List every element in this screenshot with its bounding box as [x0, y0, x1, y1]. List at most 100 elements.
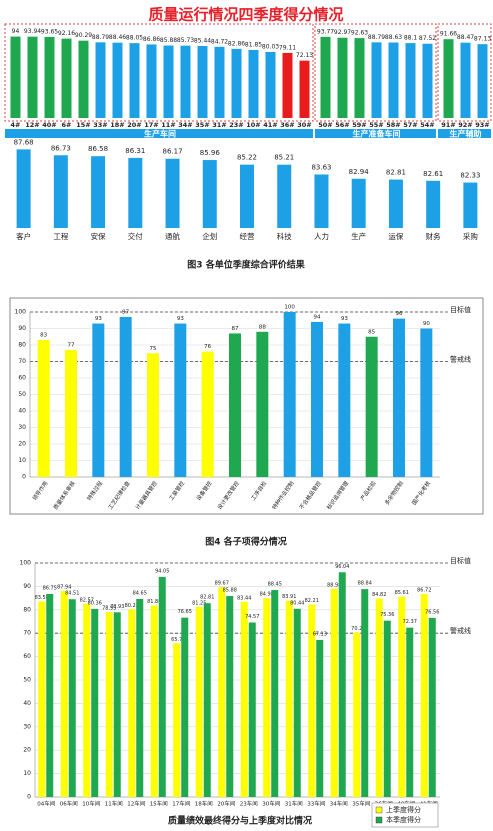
value-label: 70.2	[351, 626, 362, 632]
value-label: 79.11	[279, 44, 296, 51]
bar	[426, 180, 441, 228]
bar	[112, 42, 123, 118]
caption: 图4 各子项得分情况	[205, 536, 286, 548]
y-tick-label: 0	[27, 794, 31, 801]
bar	[463, 182, 478, 228]
x-tick-label: 产品检验	[358, 479, 377, 502]
bar	[371, 42, 382, 118]
bar	[158, 576, 166, 797]
value-label: 85.44	[194, 38, 211, 45]
value-label: 85	[368, 329, 375, 335]
x-tick-label: 不合格品管控	[297, 479, 323, 511]
y-tick-label: 100	[20, 560, 32, 567]
x-tick-label: 交付	[128, 231, 143, 241]
x-tick-label: 18#	[110, 121, 125, 129]
value-label: 81.85	[245, 41, 262, 48]
bar	[27, 36, 38, 118]
y-tick-label: 80	[18, 342, 26, 349]
bar	[308, 604, 316, 797]
group-box	[314, 23, 437, 122]
bar	[337, 37, 348, 118]
value-label: 88.63	[385, 34, 402, 41]
value-label: 72.13	[296, 52, 313, 59]
x-tick-label: 11#	[161, 121, 176, 129]
y-tick-label: 40	[18, 408, 26, 415]
value-label: 93.77	[317, 28, 334, 35]
value-label: 85.88	[223, 588, 237, 594]
value-label: 83.91	[282, 594, 296, 600]
value-label: 92.97	[334, 29, 351, 36]
bar	[265, 51, 276, 119]
bar	[60, 591, 68, 797]
value-label: 82.94	[349, 168, 370, 176]
x-tick-label: 12#	[25, 121, 40, 129]
x-tick-label: 质量体系审核	[51, 479, 77, 511]
x-tick-label: 客户	[16, 231, 31, 241]
bar	[128, 157, 143, 228]
x-tick-label: 11车间	[105, 800, 123, 808]
value-label: 72.37	[403, 619, 417, 625]
value-label: 88.79	[368, 34, 385, 41]
bar	[181, 617, 189, 797]
bar	[129, 43, 140, 118]
x-tick-label: 06车间	[60, 800, 78, 808]
value-label: 76.56	[425, 609, 439, 615]
bar	[240, 601, 248, 797]
bar	[195, 606, 203, 797]
x-tick-label: 计量器具管控	[133, 479, 159, 511]
bar	[231, 48, 242, 118]
value-label: 92.63	[351, 30, 368, 37]
bar	[316, 639, 324, 797]
value-label: 93	[95, 316, 102, 322]
x-tick-label: 15车间	[150, 800, 168, 808]
value-label: 88.98	[327, 582, 341, 588]
value-label: 74.57	[245, 614, 259, 620]
value-label: 87.68	[14, 138, 34, 146]
x-tick-label: 特殊过程	[85, 479, 104, 502]
y-tick-label: 30	[23, 723, 31, 730]
chart-frame	[9, 297, 484, 515]
x-tick-label: 10#	[246, 121, 261, 129]
value-label: 90	[423, 321, 430, 327]
value-label: 88.45	[268, 582, 282, 588]
value-label: 82.61	[423, 170, 443, 178]
value-label: 93	[177, 316, 184, 322]
bar	[180, 45, 191, 118]
x-tick-label: 财务	[426, 231, 441, 241]
x-tick-label: 56#	[335, 121, 350, 129]
x-tick-label: 59#	[352, 121, 367, 129]
x-tick-label: 23#	[229, 121, 244, 129]
bar	[248, 49, 259, 119]
value-label: 88.84	[358, 581, 372, 587]
value-label: 76.65	[178, 609, 192, 615]
value-label: 84.98	[260, 592, 274, 598]
x-tick-label: 41#	[263, 121, 278, 129]
value-label: 80.44	[290, 600, 304, 606]
bar	[226, 596, 234, 797]
group-label: 生产准备车间	[353, 129, 401, 139]
x-tick-label: 15#	[76, 121, 91, 129]
bar	[147, 353, 159, 477]
x-tick-label: 31#	[212, 121, 227, 129]
x-tick-label: 国产化考核	[410, 479, 433, 507]
value-label: 84.51	[65, 591, 79, 597]
legend-swatch	[375, 816, 383, 824]
value-label: 82.21	[305, 598, 319, 604]
x-tick-label: 设计更改管控	[215, 479, 241, 511]
value-label: 82.86	[228, 40, 245, 47]
x-tick-label: 30车间	[262, 800, 280, 808]
bar	[197, 46, 208, 118]
y-tick-label: 90	[18, 325, 26, 332]
value-label: 85.21	[274, 154, 294, 162]
bar	[146, 44, 157, 119]
bar	[383, 620, 391, 797]
bar	[203, 603, 211, 797]
x-tick-label: 人力	[314, 231, 329, 241]
value-label: 100	[284, 305, 295, 311]
value-label: 85.88	[160, 37, 177, 44]
x-tick-label: 91#	[441, 121, 456, 129]
x-tick-label: 33#	[93, 121, 108, 129]
value-label: 94.05	[155, 568, 169, 574]
bar	[354, 38, 365, 119]
bar	[393, 318, 405, 477]
